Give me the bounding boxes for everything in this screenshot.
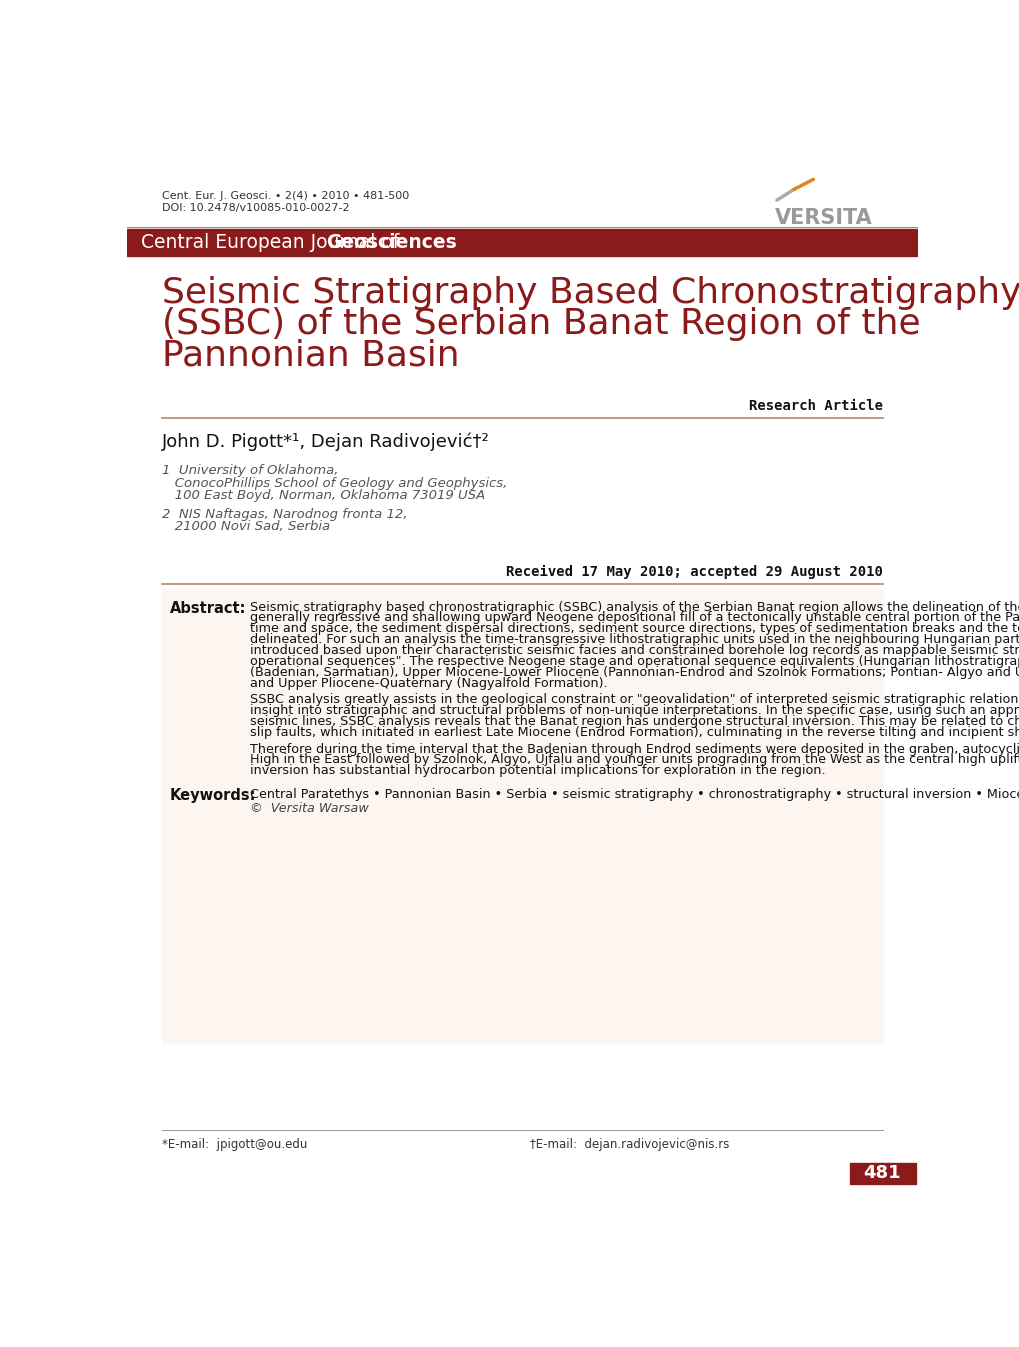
Text: ConocoPhillips School of Geology and Geophysics,: ConocoPhillips School of Geology and Geo… xyxy=(162,477,507,489)
Text: Seismic stratigraphy based chronostratigraphic (SSBC) analysis of the Serbian Ba: Seismic stratigraphy based chronostratig… xyxy=(250,601,1019,613)
Text: (Badenian, Sarmatian), Upper Miocene-Lower Pliocene (Pannonian-Endrod and Szolno: (Badenian, Sarmatian), Upper Miocene-Low… xyxy=(250,667,1019,679)
Text: (SSBC) of the Serbian Banat Region of the: (SSBC) of the Serbian Banat Region of th… xyxy=(162,307,920,341)
Text: VERSITA: VERSITA xyxy=(773,207,871,228)
Text: †E-mail:  dejan.radivojevic@nis.rs: †E-mail: dejan.radivojevic@nis.rs xyxy=(530,1138,730,1150)
Text: Central Paratethys • Pannonian Basin • Serbia • seismic stratigraphy • chronostr: Central Paratethys • Pannonian Basin • S… xyxy=(250,788,1019,800)
Text: High in the East followed by Szolnok, Algyo, Ujfalu and younger units prograding: High in the East followed by Szolnok, Al… xyxy=(250,753,1019,766)
Text: *E-mail:  jpigott@ou.edu: *E-mail: jpigott@ou.edu xyxy=(162,1138,308,1150)
Text: inversion has substantial hydrocarbon potential implications for exploration in : inversion has substantial hydrocarbon po… xyxy=(250,764,824,777)
Text: SSBC analysis greatly assists in the geological constraint or "geovalidation" of: SSBC analysis greatly assists in the geo… xyxy=(250,694,1019,706)
Text: John D. Pigott*¹, Dejan Radivojević†²: John D. Pigott*¹, Dejan Radivojević†² xyxy=(162,432,490,451)
Text: 100 East Boyd, Norman, Oklahoma 73019 USA: 100 East Boyd, Norman, Oklahoma 73019 US… xyxy=(162,489,485,502)
Text: insight into stratigraphic and structural problems of non-unique interpretations: insight into stratigraphic and structura… xyxy=(250,704,1019,718)
Text: Abstract:: Abstract: xyxy=(170,601,247,616)
Text: 481: 481 xyxy=(863,1164,900,1183)
Text: 1  University of Oklahoma,: 1 University of Oklahoma, xyxy=(162,465,338,477)
Text: and Upper Pliocene-Quaternary (Nagyalfold Formation).: and Upper Pliocene-Quaternary (Nagyalfol… xyxy=(250,678,607,690)
Bar xyxy=(127,229,917,256)
Bar xyxy=(849,1162,915,1184)
Text: introduced based upon their characteristic seismic facies and constrained boreho: introduced based upon their characterist… xyxy=(250,644,1019,657)
Text: Research Article: Research Article xyxy=(748,399,882,412)
Text: ©  Versita Warsaw: © Versita Warsaw xyxy=(250,801,368,815)
Text: seismic lines, SSBC analysis reveals that the Banat region has undergone structu: seismic lines, SSBC analysis reveals tha… xyxy=(250,715,1019,729)
Text: Geosciences: Geosciences xyxy=(326,233,457,252)
Text: Therefore during the time interval that the Badenian through Endrod sediments we: Therefore during the time interval that … xyxy=(250,742,1019,756)
Text: delineated. For such an analysis the time-transgressive lithostratigraphic units: delineated. For such an analysis the tim… xyxy=(250,633,1019,647)
Text: slip faults, which initiated in earliest Late Miocene (Endrod Formation), culmin: slip faults, which initiated in earliest… xyxy=(250,726,1019,740)
Text: time and space, the sediment dispersal directions, sediment source directions, t: time and space, the sediment dispersal d… xyxy=(250,622,1019,636)
Text: 21000 Novi Sad, Serbia: 21000 Novi Sad, Serbia xyxy=(162,520,330,533)
Text: Seismic Stratigraphy Based Chronostratigraphy: Seismic Stratigraphy Based Chronostratig… xyxy=(162,276,1019,310)
Text: Pannonian Basin: Pannonian Basin xyxy=(162,338,460,373)
Text: Keywords:: Keywords: xyxy=(170,788,257,803)
Text: 2  NIS Naftagas, Narodnog fronta 12,: 2 NIS Naftagas, Narodnog fronta 12, xyxy=(162,508,408,521)
Text: generally regressive and shallowing upward Neogene depositional fill of a tecton: generally regressive and shallowing upwa… xyxy=(250,612,1019,625)
Text: Cent. Eur. J. Geosci. • 2(4) • 2010 • 481-500: Cent. Eur. J. Geosci. • 2(4) • 2010 • 48… xyxy=(162,191,410,201)
Text: DOI: 10.2478/v10085-010-0027-2: DOI: 10.2478/v10085-010-0027-2 xyxy=(162,203,350,213)
Text: Central European Journal of: Central European Journal of xyxy=(142,233,406,252)
Text: Received 17 May 2010; accepted 29 August 2010: Received 17 May 2010; accepted 29 August… xyxy=(505,566,882,579)
Text: operational sequences". The respective Neogene stage and operational sequence eq: operational sequences". The respective N… xyxy=(250,655,1019,668)
Bar xyxy=(162,589,882,1044)
